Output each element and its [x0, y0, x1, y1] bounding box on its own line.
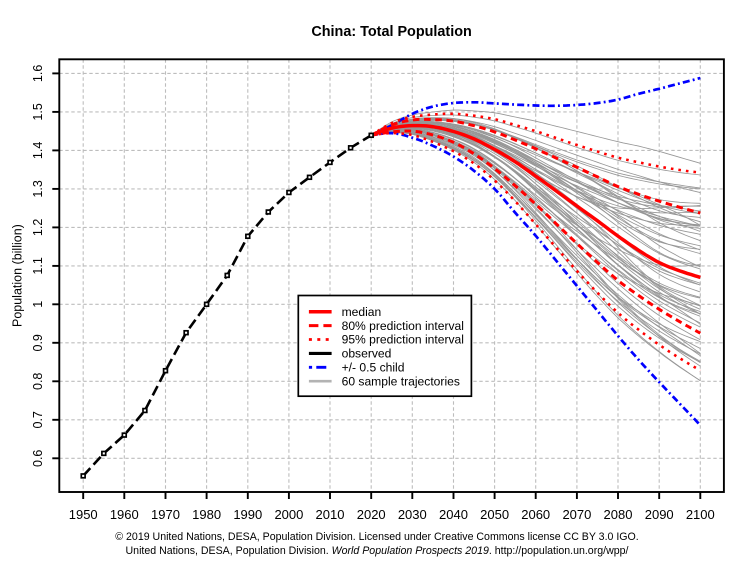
svg-text:1.5: 1.5	[31, 103, 45, 120]
svg-text:1.1: 1.1	[31, 257, 45, 274]
svg-text:© 2019 United Nations, DESA, P: © 2019 United Nations, DESA, Population …	[115, 531, 638, 543]
svg-text:2080: 2080	[604, 507, 633, 522]
svg-text:2010: 2010	[316, 507, 345, 522]
svg-text:80% prediction interval: 80% prediction interval	[342, 319, 464, 333]
svg-text:2070: 2070	[562, 507, 591, 522]
svg-text:+/- 0.5 child: +/- 0.5 child	[342, 361, 405, 375]
svg-text:2060: 2060	[521, 507, 550, 522]
svg-text:observed: observed	[342, 347, 392, 361]
svg-text:2000: 2000	[274, 507, 303, 522]
svg-text:1.6: 1.6	[31, 65, 45, 82]
svg-text:1.3: 1.3	[31, 180, 45, 197]
svg-text:2030: 2030	[398, 507, 427, 522]
svg-text:95% prediction interval: 95% prediction interval	[342, 333, 464, 347]
svg-text:0.6: 0.6	[31, 450, 45, 467]
svg-text:1970: 1970	[151, 507, 180, 522]
svg-text:2090: 2090	[645, 507, 674, 522]
svg-text:1.4: 1.4	[31, 142, 45, 159]
svg-text:Population (billion): Population (billion)	[11, 224, 25, 327]
svg-text:1.2: 1.2	[31, 219, 45, 236]
svg-text:China: Total Population: China: Total Population	[311, 24, 471, 40]
svg-text:1: 1	[31, 301, 45, 308]
svg-text:2020: 2020	[357, 507, 386, 522]
svg-text:0.7: 0.7	[31, 411, 45, 428]
svg-text:1990: 1990	[233, 507, 262, 522]
svg-text:median: median	[342, 305, 382, 319]
svg-text:United Nations, DESA, Populati: United Nations, DESA, Population Divisio…	[126, 545, 629, 557]
svg-text:1960: 1960	[110, 507, 139, 522]
svg-text:2040: 2040	[439, 507, 468, 522]
svg-text:2100: 2100	[686, 507, 715, 522]
svg-text:2050: 2050	[480, 507, 509, 522]
svg-text:1950: 1950	[69, 507, 98, 522]
svg-text:1980: 1980	[192, 507, 221, 522]
svg-text:0.8: 0.8	[31, 373, 45, 390]
svg-text:60 sample trajectories: 60 sample trajectories	[342, 374, 460, 388]
svg-text:0.9: 0.9	[31, 334, 45, 351]
